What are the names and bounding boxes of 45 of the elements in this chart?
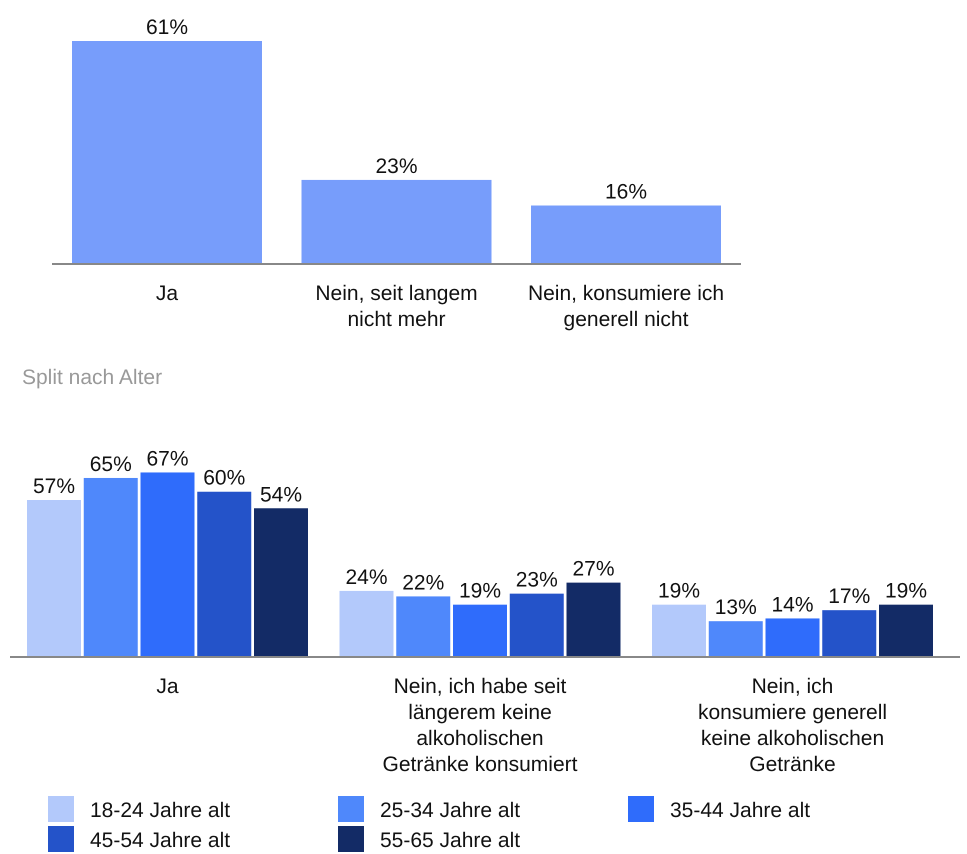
chart-title: Split nach Alter (22, 366, 162, 389)
x-tick-label: Nein, konsumiere ich generell nicht (528, 282, 724, 331)
data-label: 23% (516, 568, 558, 592)
data-label: 24% (345, 566, 388, 589)
data-label: 19% (458, 580, 502, 603)
bar (453, 604, 507, 657)
data-label: 13% (714, 596, 757, 620)
x-tick-label: Nein, ich konsumiere generell keine alkoholischen Getränke (698, 675, 888, 776)
data-label: 27% (572, 558, 615, 581)
bar (652, 604, 706, 657)
data-label: 23% (375, 154, 418, 178)
bar (766, 618, 820, 657)
data-label: 54% (260, 483, 302, 506)
bar (822, 610, 876, 657)
legend-label: 18-24 Jahre alt (90, 799, 230, 822)
x-tick-label: Ja (156, 675, 179, 698)
data-label: 57% (32, 475, 76, 498)
bar (708, 621, 763, 657)
bar (510, 594, 564, 657)
data-label: 19% (884, 580, 928, 603)
data-label: 67% (146, 447, 189, 470)
x-tick-label: Ja (156, 282, 178, 305)
data-label: 61% (146, 16, 188, 39)
bar (140, 472, 194, 657)
bar (197, 492, 252, 657)
legend-label: 45-54 Jahre alt (90, 829, 230, 852)
data-label: 65% (90, 452, 132, 476)
bar (254, 508, 308, 657)
data-label: 60% (203, 466, 246, 490)
legend-label: 35-44 Jahre alt (670, 799, 810, 822)
legend-label: 25-34 Jahre alt (380, 799, 520, 822)
data-label: 19% (658, 580, 700, 603)
data-label: 22% (402, 571, 444, 594)
data-label: 14% (771, 593, 814, 616)
x-tick-label: Nein, seit langem nicht mehr (315, 282, 478, 331)
x-tick-label: Nein, ich habe seit längerem keine alkoholischen Getränke konsumiert (382, 675, 578, 776)
bar (566, 582, 620, 657)
bar (879, 604, 933, 657)
data-label: 16% (604, 180, 648, 204)
bar (84, 478, 138, 657)
bar (27, 500, 81, 657)
data-label: 17% (828, 585, 870, 608)
bar (340, 590, 394, 657)
bar (396, 596, 450, 657)
legend-label: 55-65 Jahre alt (380, 829, 520, 852)
